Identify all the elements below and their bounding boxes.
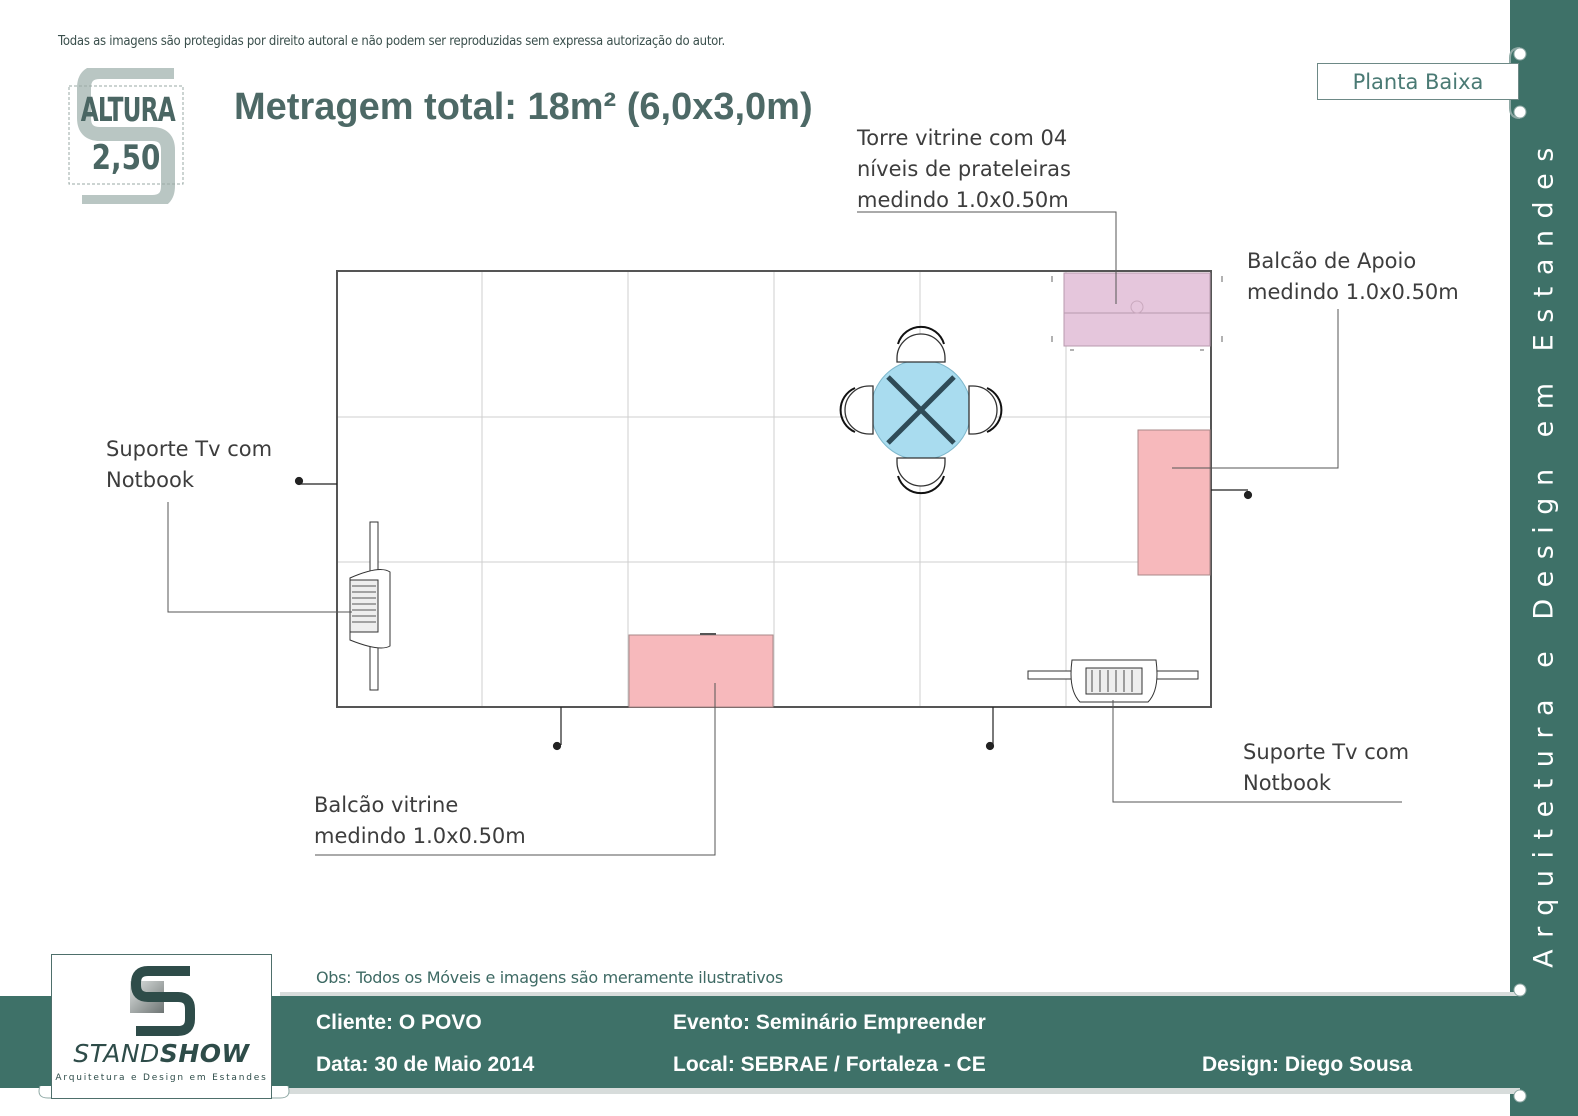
tv-support-left <box>349 521 391 691</box>
annotation-display-counter: Balcão vitrine medindo 1.0x0.50m <box>314 793 526 848</box>
support-counter <box>1137 429 1211 576</box>
height-badge: ALTURA 2,50 <box>68 68 184 204</box>
floor-grid <box>337 271 1211 707</box>
event-info: Evento: Seminário Empreender <box>673 1011 986 1034</box>
brand-sidebar: Arquitetura e Design em Estandes <box>1510 0 1578 1116</box>
location-info: Local: SEBRAE / Fortaleza - CE <box>673 1053 986 1076</box>
standshow-logo: STANDSHOW Arquitetura e Design em Estand… <box>51 954 272 1099</box>
annotation-tv-left: Suporte Tv com Notbook <box>106 437 273 492</box>
copyright-notice: Todas as imagens são protegidas por dire… <box>58 34 725 49</box>
furniture-note: Obs: Todos os Móveis e imagens são meram… <box>316 968 783 987</box>
height-label: ALTURA <box>80 90 176 129</box>
date-info: Data: 30 de Maio 2014 <box>316 1053 535 1076</box>
annotation-tower-vitrine: Torre vitrine com 04 níveis de prateleir… <box>857 126 1071 212</box>
tab-floor-plan[interactable]: Planta Baixa <box>1317 63 1519 100</box>
tower-vitrine <box>1051 272 1223 351</box>
stand-outline <box>336 270 1212 708</box>
round-table-with-chairs <box>839 325 1003 495</box>
designer-info: Design: Diego Sousa <box>1202 1053 1413 1076</box>
footer-bottom-strip <box>280 1088 1520 1094</box>
height-value: 2,50 <box>91 138 161 178</box>
annotation-tv-right: Suporte Tv com Notbook <box>1243 740 1410 795</box>
height-badge-logo-icon <box>68 68 184 204</box>
annotation-support-counter: Balcão de Apoio medindo 1.0x0.50m <box>1247 249 1459 304</box>
page-title: Metragem total: 18m² (6,0x3,0m) <box>234 86 813 128</box>
footer-top-strip <box>280 992 1520 998</box>
logo-tagline: Arquitetura e Design em Estandes <box>55 1073 268 1083</box>
leader-lines <box>167 211 1402 856</box>
footer-scroll-curl-icon <box>1513 983 1527 1103</box>
display-counter <box>628 634 774 708</box>
standshow-logo-icon <box>130 966 195 1036</box>
spotlights <box>294 476 1253 751</box>
tv-support-right <box>1027 659 1199 703</box>
logo-wordmark: STANDSHOW <box>73 1039 250 1068</box>
client-info: Cliente: O POVO <box>316 1011 482 1034</box>
